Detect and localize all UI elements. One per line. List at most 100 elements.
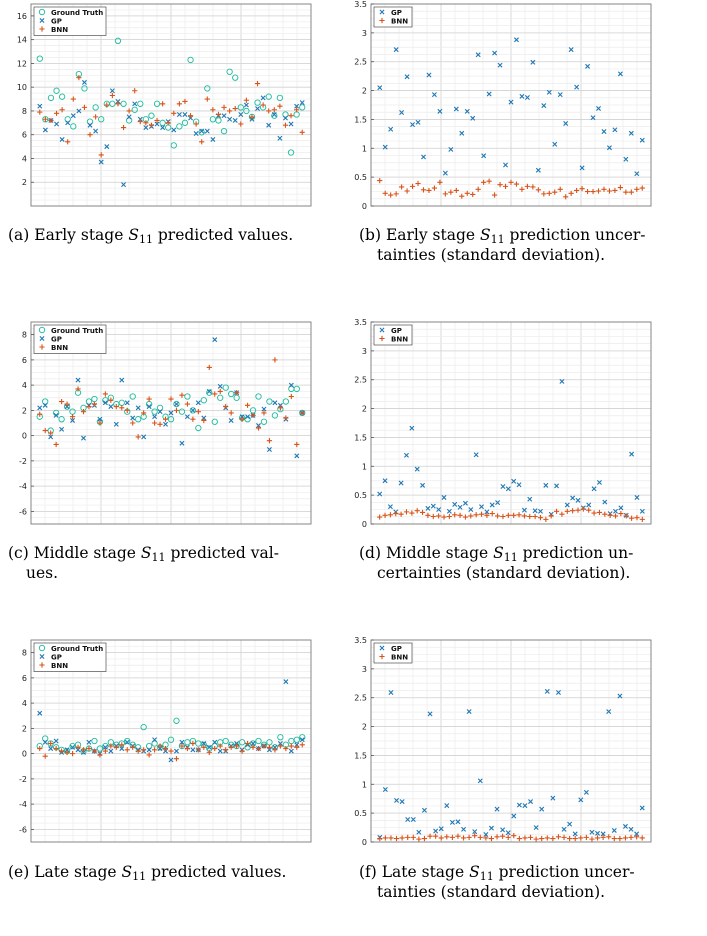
legend-label: Ground Truth (51, 327, 103, 335)
data-point (497, 182, 503, 188)
data-point (42, 739, 48, 745)
data-point (206, 744, 212, 750)
data-point (596, 509, 603, 516)
data-point (516, 802, 522, 808)
data-point (586, 507, 592, 513)
data-point (238, 739, 246, 746)
data-point (552, 189, 558, 195)
data-point (42, 116, 48, 122)
data-point (455, 833, 461, 839)
data-point (404, 188, 410, 194)
data-point (108, 404, 114, 410)
data-point (377, 835, 383, 842)
plot-frame (370, 3, 652, 207)
data-point (591, 510, 597, 516)
data-point (425, 512, 431, 518)
data-point (42, 753, 48, 759)
data-point (54, 121, 60, 127)
data-point (606, 834, 612, 840)
data-point (437, 108, 443, 114)
data-point (102, 400, 108, 406)
data-point (249, 114, 255, 120)
data-point (151, 740, 158, 747)
data-point (156, 404, 164, 411)
data-point (137, 119, 143, 125)
data-point (522, 803, 528, 809)
data-point (124, 407, 130, 413)
data-point (64, 401, 70, 407)
y-tick-label: 8 (22, 331, 27, 340)
data-point (228, 744, 234, 750)
y-tick-label: 2 (22, 406, 27, 415)
y-tick-label: 2 (362, 405, 367, 414)
data-point (75, 386, 81, 392)
data-point (199, 139, 205, 145)
data-point (414, 466, 420, 472)
data-point (137, 100, 144, 107)
data-point (441, 514, 447, 520)
data-point (483, 835, 489, 841)
data-point (187, 56, 194, 63)
data-point (634, 494, 640, 500)
data-point (217, 388, 223, 395)
data-point (477, 834, 483, 840)
data-point (583, 834, 589, 840)
data-point (114, 37, 122, 44)
data-point (102, 391, 108, 397)
data-point (537, 508, 543, 514)
data-point (200, 397, 207, 404)
data-point (563, 120, 569, 126)
data-point (618, 505, 624, 511)
data-point (511, 833, 517, 839)
data-point (557, 186, 563, 192)
data-point (283, 415, 289, 421)
data-point (611, 827, 617, 833)
data-point (129, 393, 136, 400)
data-point (245, 414, 251, 420)
data-point (591, 486, 597, 492)
y-tick-label: 2.5 (354, 58, 367, 67)
data-point (212, 391, 218, 397)
grid (371, 639, 651, 843)
legend-marker (39, 654, 45, 659)
y-tick-label: 4 (22, 699, 27, 708)
data-point (179, 739, 185, 745)
data-point (516, 512, 522, 518)
data-point (179, 440, 185, 446)
data-point (266, 398, 273, 405)
data-point (433, 828, 439, 834)
data-point (92, 104, 99, 111)
data-point (143, 120, 149, 126)
data-point (294, 103, 300, 109)
data-point (119, 746, 125, 752)
data-point (382, 512, 388, 518)
data-point (75, 377, 81, 383)
data-point (513, 181, 520, 187)
data-point (590, 115, 596, 121)
data-point (590, 188, 596, 195)
data-point (48, 117, 54, 124)
data-point (436, 513, 442, 519)
data-point (478, 511, 485, 517)
data-point (634, 831, 640, 837)
series-gp (377, 378, 645, 518)
y-tick-label: 1.5 (354, 433, 367, 442)
data-point (399, 184, 405, 190)
data-point (217, 383, 223, 389)
y-tick-label: 4 (22, 154, 27, 163)
data-point (282, 115, 288, 121)
data-point (271, 107, 277, 113)
data-point (135, 405, 141, 411)
data-point (288, 382, 294, 388)
data-point (405, 834, 411, 840)
y-tick-label: 6 (22, 356, 27, 365)
data-point (494, 806, 500, 812)
data-point (481, 153, 487, 159)
data-point (223, 747, 229, 753)
data-point (59, 107, 65, 113)
data-point (121, 182, 127, 188)
data-point (37, 103, 43, 109)
y-tick-label: 0.5 (354, 809, 367, 818)
